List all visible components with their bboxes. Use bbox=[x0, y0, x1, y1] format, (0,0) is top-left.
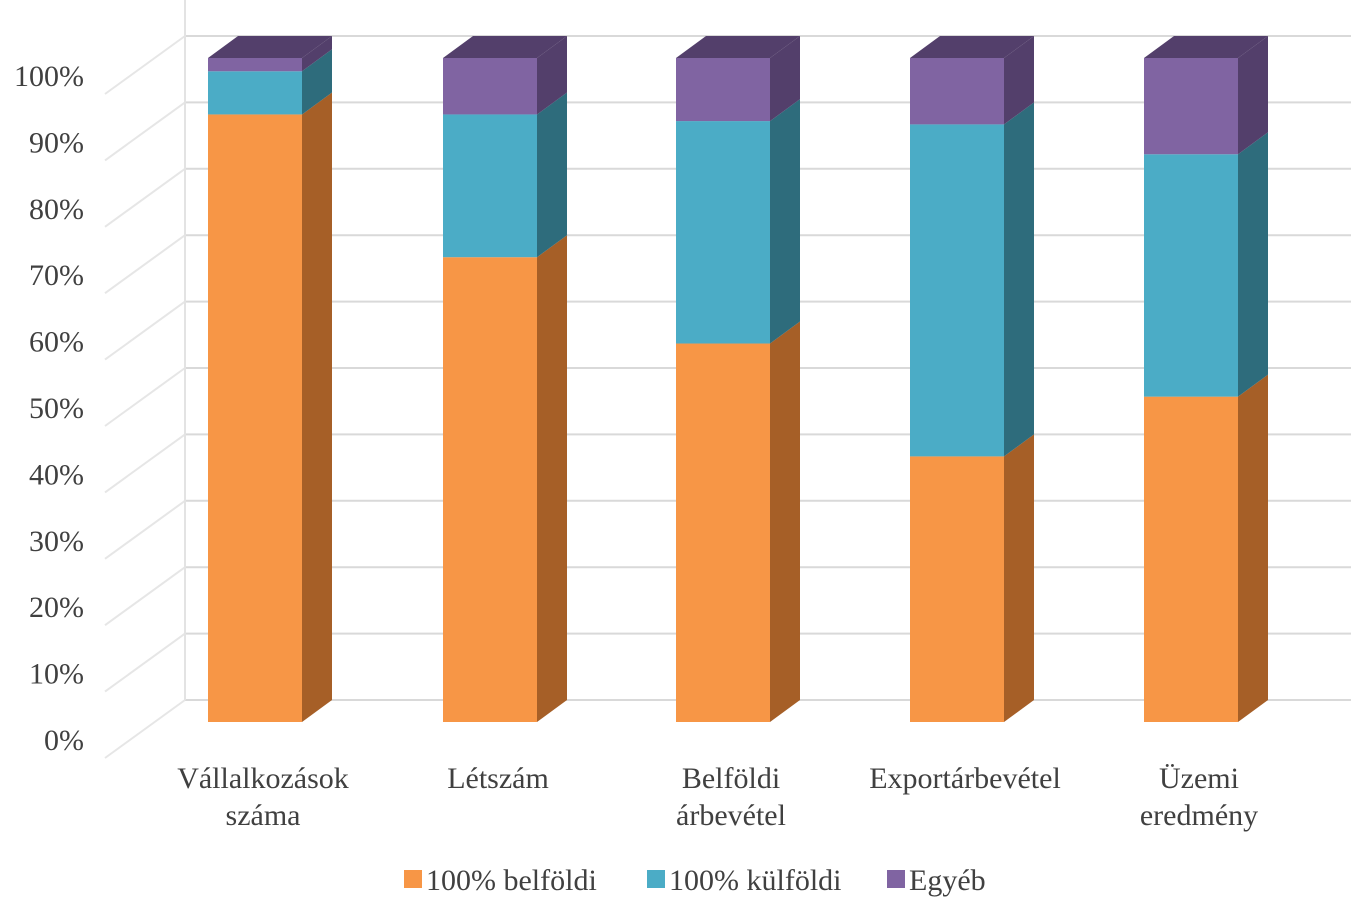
bar-segment-side bbox=[770, 99, 800, 344]
gridline-diagonal bbox=[104, 300, 186, 361]
legend-label: 100% belföldi bbox=[426, 864, 597, 897]
x-tick-label: Belföldi bbox=[682, 762, 780, 795]
bar-segment-side bbox=[1238, 374, 1268, 722]
y-tick-label: 20% bbox=[29, 591, 84, 624]
bar-segment bbox=[208, 114, 302, 722]
x-tick-label: száma bbox=[226, 799, 301, 832]
legend-label: Egyéb bbox=[909, 864, 986, 897]
bar-segment bbox=[443, 257, 537, 722]
legend-swatch bbox=[647, 870, 665, 888]
bar-segment-side bbox=[1004, 102, 1034, 457]
gridline-diagonal bbox=[104, 367, 186, 427]
bar-stack bbox=[1144, 36, 1268, 722]
bar-segment bbox=[910, 124, 1004, 457]
bar-segment bbox=[443, 114, 537, 258]
bar-segment-side bbox=[770, 36, 800, 122]
y-tick-label: 100% bbox=[14, 60, 84, 93]
bar-segment bbox=[676, 121, 770, 344]
gridline-diagonal bbox=[104, 234, 186, 295]
bar-top bbox=[443, 36, 567, 58]
bar-segment bbox=[208, 71, 302, 115]
gridline-diagonal bbox=[104, 35, 186, 95]
legend-label: 100% külföldi bbox=[669, 864, 842, 897]
bar-segment-side bbox=[1238, 132, 1268, 397]
bar-segment-side bbox=[1004, 434, 1034, 722]
y-tick-label: 30% bbox=[29, 525, 84, 558]
y-axis: 0% 10% 20% 30% 40% 50% 60% 70% 80% 90% 100% bbox=[14, 60, 84, 757]
x-tick-label: eredmény bbox=[1140, 799, 1258, 832]
bar-top bbox=[676, 36, 800, 58]
bar-segment-side bbox=[302, 36, 332, 72]
bar-segment bbox=[208, 58, 302, 72]
gridline-diagonal bbox=[104, 499, 186, 560]
bar-top bbox=[910, 36, 1034, 58]
bar-stack bbox=[208, 36, 332, 722]
gridline-diagonal bbox=[104, 101, 186, 162]
x-axis: Vállalkozások száma Létszám Belföldi árbevét… bbox=[177, 762, 1258, 832]
bar-segment-side bbox=[537, 92, 567, 258]
bar-stack bbox=[443, 36, 567, 722]
x-tick-label: Exportárbevétel bbox=[869, 762, 1061, 795]
y-tick-label: 10% bbox=[29, 658, 84, 691]
bar-segment bbox=[1144, 154, 1238, 397]
x-tick-label: Üzemi bbox=[1159, 762, 1239, 795]
bar-segment-side bbox=[770, 321, 800, 722]
gridline-diagonal bbox=[104, 566, 186, 627]
gridline-diagonal bbox=[104, 699, 186, 759]
bar-segment bbox=[910, 456, 1004, 722]
x-tick-label: Vállalkozások bbox=[177, 762, 349, 795]
y-tick-label: 50% bbox=[29, 392, 84, 425]
y-tick-label: 80% bbox=[29, 193, 84, 226]
bar-segment bbox=[910, 58, 1004, 125]
bar-top bbox=[1144, 36, 1268, 58]
bar-segment-side bbox=[1238, 36, 1268, 155]
y-tick-label: 90% bbox=[29, 126, 84, 159]
bar-stack bbox=[676, 36, 800, 722]
legend-swatch bbox=[887, 870, 905, 888]
bar-segment-side bbox=[537, 36, 567, 115]
bar-segment-side bbox=[537, 235, 567, 722]
gridline-diagonal bbox=[104, 167, 186, 228]
bar-segment-side bbox=[302, 92, 332, 722]
gridline-diagonal bbox=[104, 632, 186, 693]
x-tick-label: árbevétel bbox=[676, 799, 786, 832]
bar-segment bbox=[676, 343, 770, 722]
y-tick-label: 0% bbox=[44, 724, 84, 757]
y-tick-label: 40% bbox=[29, 458, 84, 491]
bar-top bbox=[208, 36, 332, 58]
legend: 100% belföldi 100% külföldi Egyéb bbox=[404, 864, 986, 897]
bar-stack bbox=[910, 36, 1034, 722]
gridline-diagonal bbox=[104, 433, 186, 494]
x-tick-label: Létszám bbox=[447, 762, 549, 795]
y-tick-label: 60% bbox=[29, 326, 84, 359]
y-tick-label: 70% bbox=[29, 259, 84, 292]
bars bbox=[208, 36, 1268, 722]
bar-segment-side bbox=[1004, 36, 1034, 125]
bar-segment bbox=[1144, 58, 1238, 155]
legend-swatch bbox=[404, 870, 422, 888]
bar-segment bbox=[443, 58, 537, 115]
bar-segment bbox=[676, 58, 770, 122]
bar-segment-side bbox=[302, 49, 332, 115]
bar-segment bbox=[1144, 396, 1238, 722]
